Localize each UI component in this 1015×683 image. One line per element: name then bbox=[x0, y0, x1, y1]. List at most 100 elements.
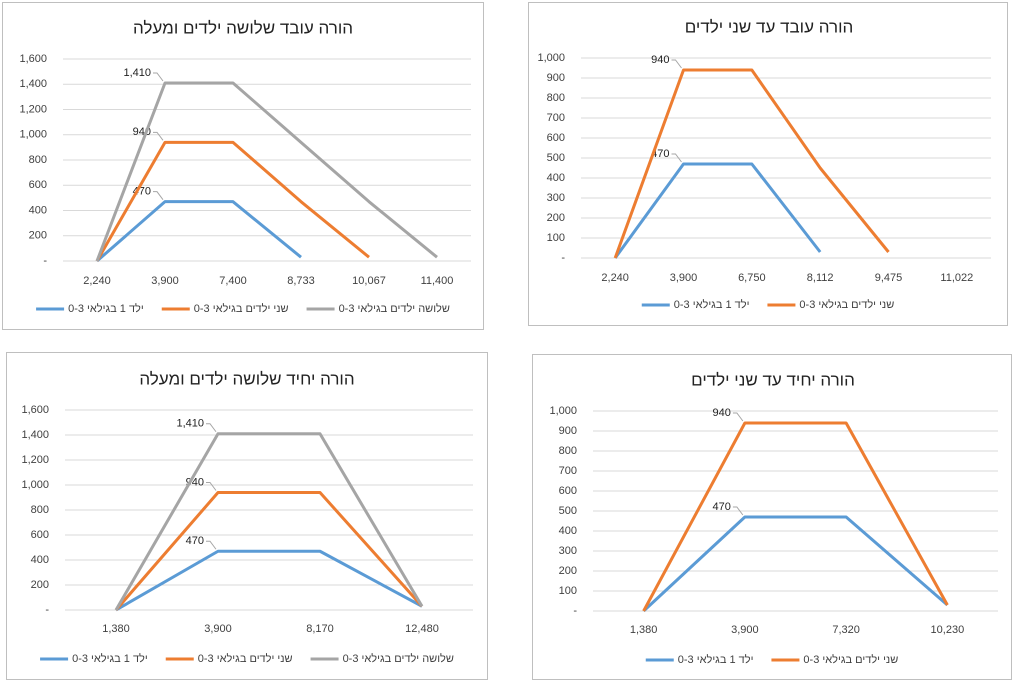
y-tick-label: - bbox=[561, 252, 565, 264]
chart-title: הורה עובד שלושה ילדים ומעלה bbox=[133, 18, 353, 37]
chart: הורה עובד עד שני ילדים - 100 200 300 400 500 60… bbox=[537, 17, 991, 311]
x-tick-label: 2,240 bbox=[601, 272, 629, 284]
y-tick-label: 600 bbox=[547, 132, 565, 144]
y-tick-label: - bbox=[45, 604, 49, 616]
label-leader bbox=[206, 540, 217, 550]
y-tick-label: 600 bbox=[559, 485, 577, 497]
x-tick-label: 8,170 bbox=[306, 623, 334, 635]
chart-title: הורה יחיד עד שני ילדים bbox=[691, 370, 855, 389]
chart: הורה עובד שלושה ילדים ומעלה - 200 400 600 800… bbox=[19, 18, 471, 315]
y-tick-label: 1,400 bbox=[21, 429, 49, 441]
label-leader bbox=[732, 412, 744, 422]
legend-label: שני ילדים בגילאי 0-3 bbox=[198, 652, 293, 665]
legend-label: ילד 1 בגילאי 0-3 bbox=[72, 652, 148, 665]
y-tick-label: 800 bbox=[29, 154, 47, 166]
data-label: 940 bbox=[713, 407, 731, 419]
legend-label: שני ילדים בגילאי 0-3 bbox=[799, 298, 894, 311]
y-tick-label: 400 bbox=[29, 204, 47, 216]
chart-panel: הורה עובד עד שני ילדים - 100 200 300 400 500 60… bbox=[528, 2, 1008, 326]
y-tick-label: 600 bbox=[29, 179, 47, 191]
y-tick-label: 700 bbox=[547, 112, 565, 124]
chart-panel: הורה עובד שלושה ילדים ומעלה - 200 400 600 800… bbox=[2, 2, 484, 330]
data-label: 470 bbox=[651, 148, 669, 160]
legend-label: שני ילדים בגילאי 0-3 bbox=[194, 302, 289, 315]
series-line bbox=[114, 432, 424, 611]
y-tick-label: 100 bbox=[547, 232, 565, 244]
x-tick-label: 3,900 bbox=[204, 623, 232, 635]
x-tick-label: 8,733 bbox=[287, 275, 315, 287]
y-tick-label: 1,600 bbox=[21, 404, 49, 416]
x-tick-label: 1,380 bbox=[102, 623, 130, 635]
y-tick-label: 200 bbox=[559, 565, 577, 577]
x-tick-label: 7,320 bbox=[832, 624, 860, 636]
series-line bbox=[613, 162, 822, 259]
series-line bbox=[96, 200, 302, 263]
data-label: 470 bbox=[713, 501, 731, 513]
legend-label: ילד 1 בגילאי 0-3 bbox=[674, 298, 750, 311]
x-tick-label: 2,240 bbox=[83, 275, 111, 287]
y-tick-label: - bbox=[573, 605, 577, 617]
x-tick-label: 10,230 bbox=[931, 624, 965, 636]
chart: הורה יחיד שלושה ילדים ומעלה - 200 400 600 800… bbox=[21, 369, 473, 665]
y-tick-label: 800 bbox=[547, 92, 565, 104]
label-leader bbox=[671, 59, 682, 69]
legend-label: שני ילדים בגילאי 0-3 bbox=[803, 653, 898, 666]
legend: ילד 1 בגילאי 0-3 שני ילדים בגילאי 0-3 שלוש… bbox=[40, 652, 454, 665]
series-line bbox=[642, 421, 949, 612]
x-tick-label: 12,480 bbox=[405, 623, 439, 635]
y-tick-label: 1,400 bbox=[19, 78, 47, 90]
legend-label: שלושה ילדים בגילאי 0-3 bbox=[339, 302, 450, 315]
y-tick-label: 900 bbox=[559, 425, 577, 437]
chart-panel: הורה יחיד שלושה ילדים ומעלה - 200 400 600 800… bbox=[6, 352, 488, 680]
legend-label: ילד 1 בגילאי 0-3 bbox=[68, 302, 144, 315]
data-label: 470 bbox=[186, 535, 204, 547]
data-label: 1,410 bbox=[176, 418, 204, 430]
y-tick-label: 700 bbox=[559, 465, 577, 477]
legend: ילד 1 בגילאי 0-3 שני ילדים בגילאי 0-3 שלוש… bbox=[36, 302, 450, 315]
y-tick-label: 200 bbox=[31, 579, 49, 591]
x-tick-label: 8,112 bbox=[807, 272, 834, 284]
y-tick-label: 400 bbox=[559, 525, 577, 537]
chart-title: הורה יחיד שלושה ילדים ומעלה bbox=[139, 369, 354, 388]
y-tick-label: 1,000 bbox=[537, 52, 565, 64]
x-tick-label: 11,400 bbox=[421, 275, 454, 287]
y-tick-label: 800 bbox=[559, 445, 577, 457]
label-leader bbox=[671, 153, 682, 163]
chart: הורה יחיד עד שני ילדים - 100 200 300 400 500 60… bbox=[549, 370, 998, 666]
label-leader bbox=[153, 72, 164, 82]
x-tick-label: 9,475 bbox=[875, 272, 903, 284]
label-leader bbox=[153, 191, 164, 200]
y-tick-label: 1,000 bbox=[19, 129, 47, 141]
y-tick-label: 200 bbox=[547, 212, 565, 224]
y-tick-label: 300 bbox=[559, 545, 577, 557]
y-tick-label: - bbox=[43, 255, 47, 267]
x-tick-label: 3,900 bbox=[670, 272, 698, 284]
y-tick-label: 300 bbox=[547, 192, 565, 204]
y-tick-label: 600 bbox=[31, 529, 49, 541]
legend: ילד 1 בגילאי 0-3 שני ילדים בגילאי 0-3 bbox=[645, 653, 898, 666]
x-tick-label: 1,380 bbox=[630, 624, 658, 636]
label-leader bbox=[206, 423, 217, 433]
x-tick-label: 11,022 bbox=[940, 272, 973, 284]
series-line bbox=[115, 549, 423, 612]
y-tick-label: 1,000 bbox=[21, 479, 49, 491]
label-leader bbox=[206, 482, 217, 491]
data-label: 1,410 bbox=[123, 67, 151, 79]
label-leader bbox=[732, 506, 744, 516]
x-tick-label: 3,900 bbox=[151, 275, 179, 287]
y-tick-label: 400 bbox=[31, 554, 49, 566]
y-tick-label: 400 bbox=[547, 172, 565, 184]
legend-label: ילד 1 בגילאי 0-3 bbox=[678, 653, 754, 666]
y-tick-label: 1,600 bbox=[19, 53, 47, 65]
series-line bbox=[642, 515, 949, 613]
x-tick-label: 6,750 bbox=[738, 272, 766, 284]
y-tick-label: 1,000 bbox=[549, 405, 577, 417]
y-tick-label: 200 bbox=[29, 230, 47, 242]
chart-panel: הורה יחיד עד שני ילדים - 100 200 300 400 500 60… bbox=[532, 354, 1012, 680]
y-tick-label: 1,200 bbox=[21, 454, 49, 466]
series-line bbox=[95, 140, 370, 262]
x-tick-label: 3,900 bbox=[731, 624, 759, 636]
label-leader bbox=[153, 131, 164, 141]
series-line bbox=[95, 81, 438, 262]
y-tick-label: 1,200 bbox=[19, 103, 47, 115]
